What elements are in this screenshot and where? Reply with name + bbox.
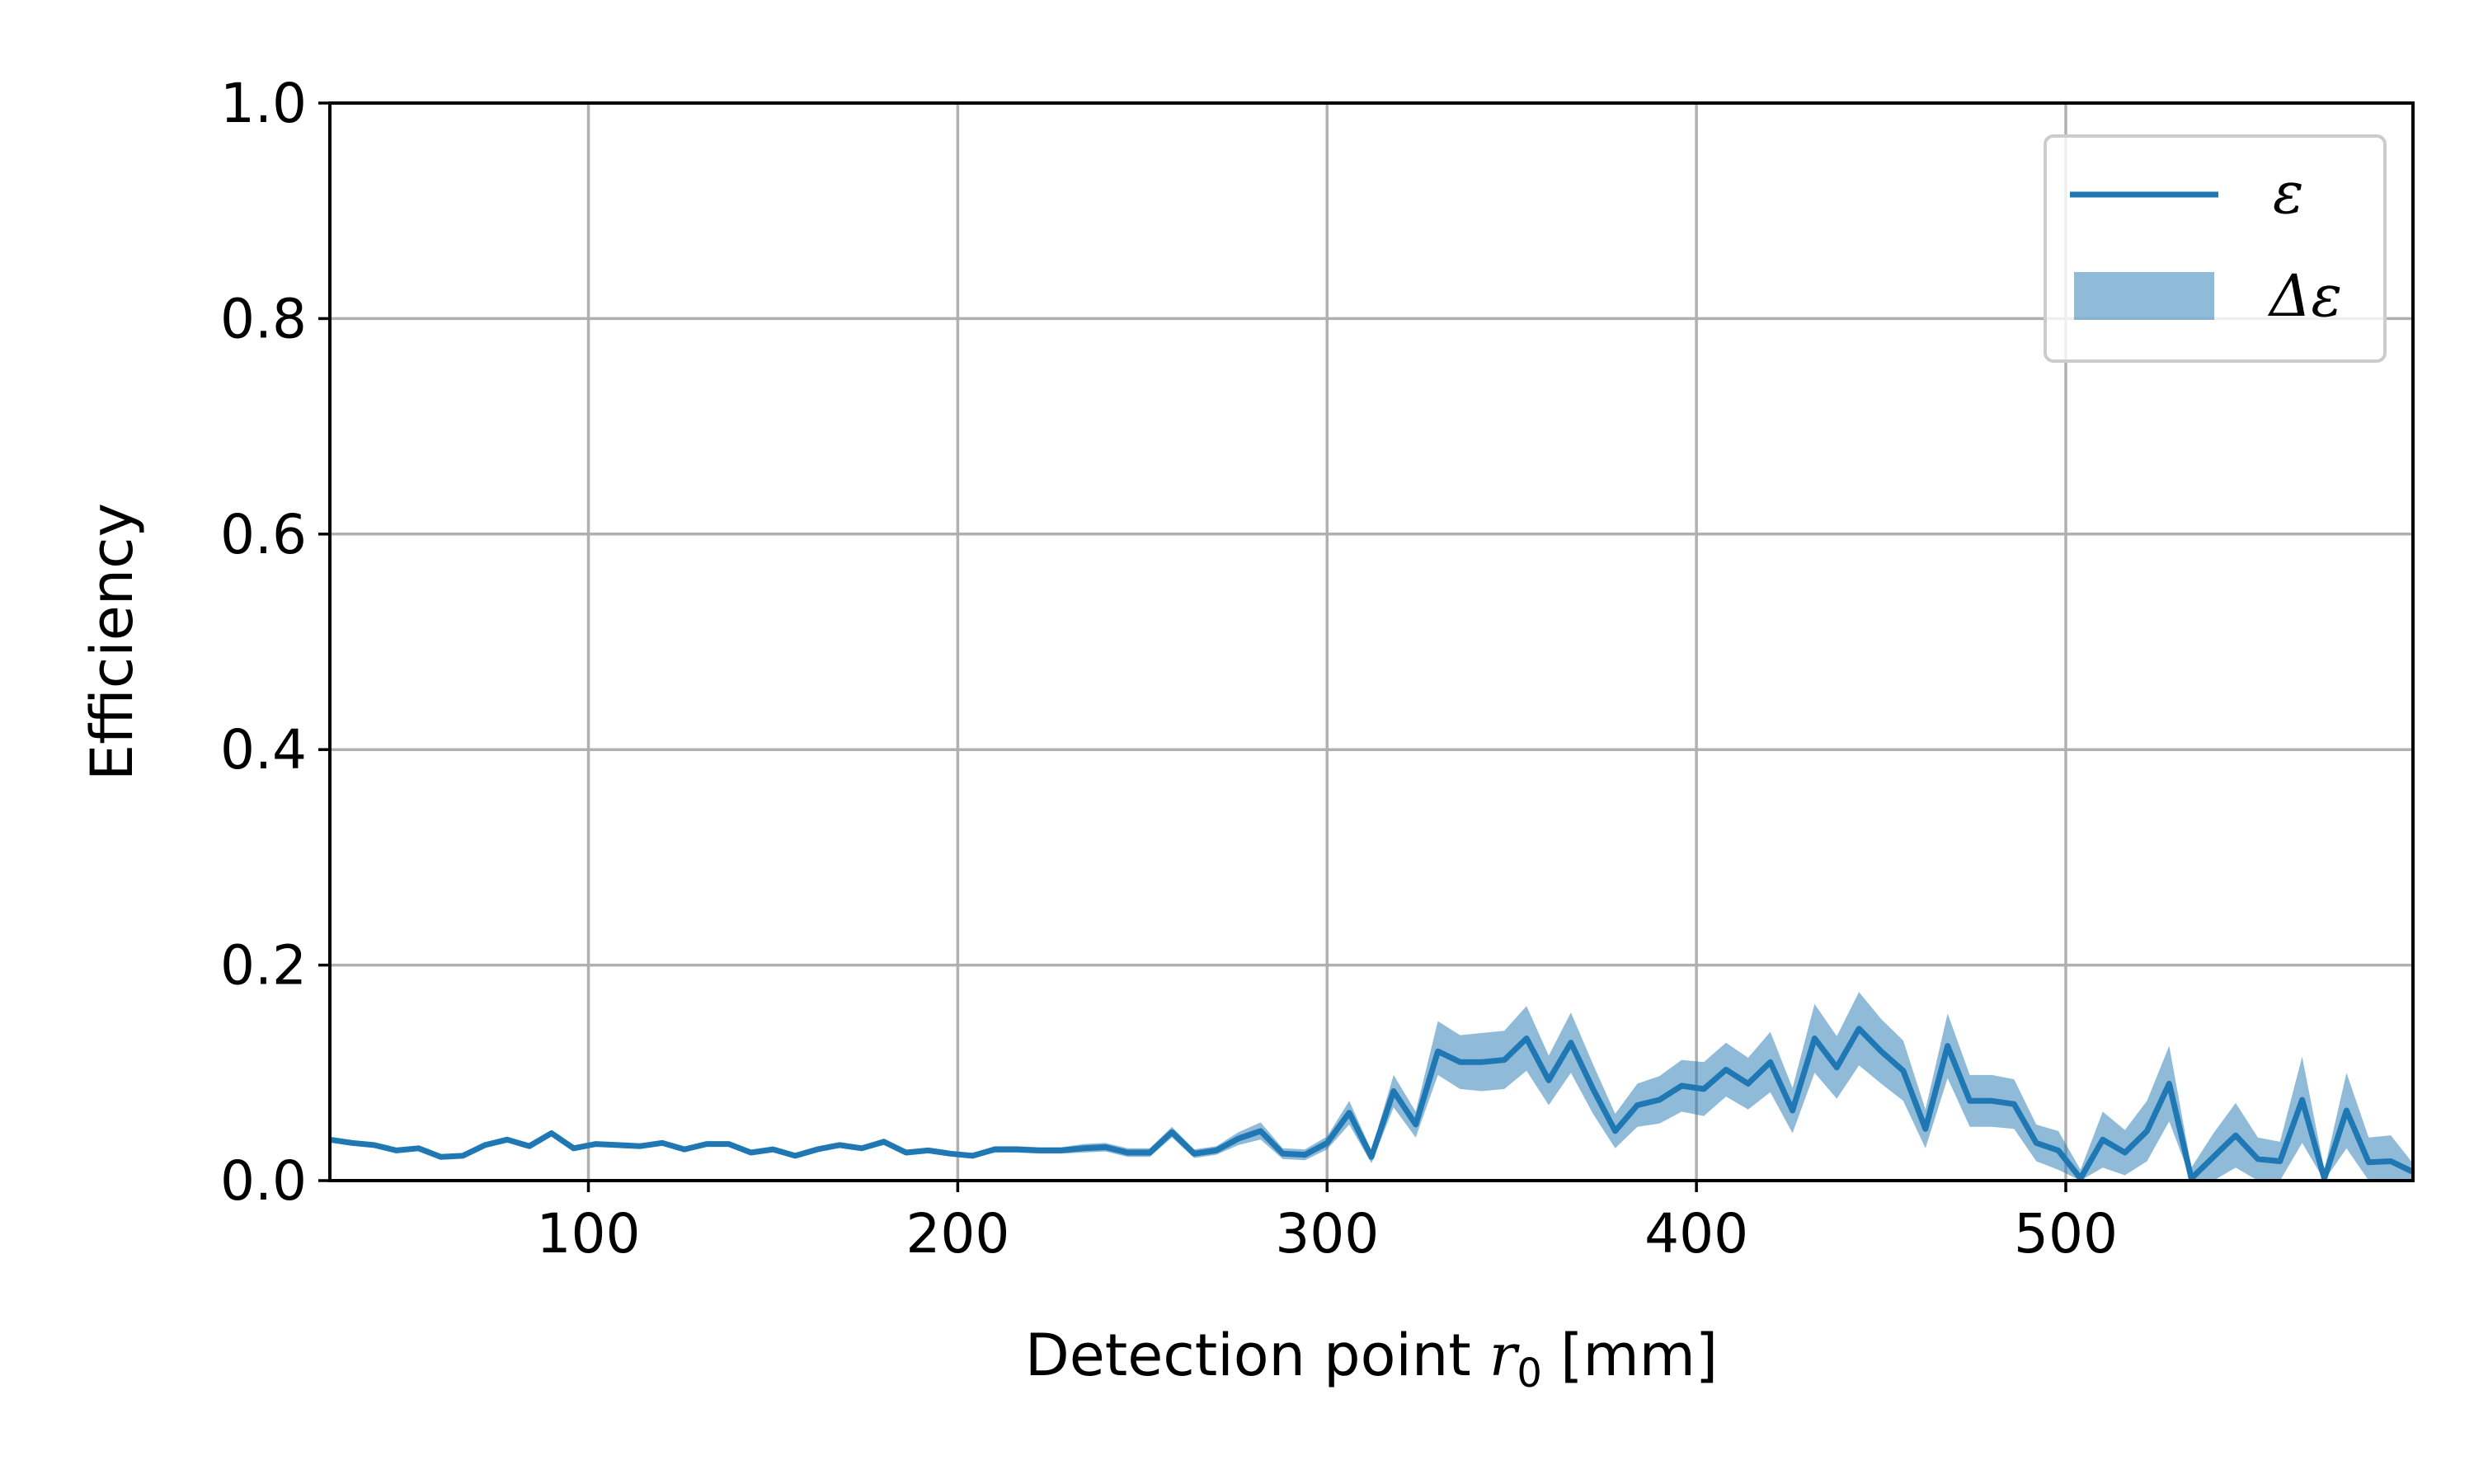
y-tick-label: 0.2 <box>220 934 307 998</box>
ticks: 100 200 300 400 500 0.0 0.2 0.4 0.6 0.8 1.0 <box>220 72 2118 1266</box>
legend: ε Δε <box>2044 134 2387 363</box>
legend-label-uncertainty: Δε <box>2267 262 2342 330</box>
axes-frame <box>328 101 2415 1182</box>
y-axis-label: Efficiency <box>78 503 146 781</box>
x-axis-label: Detection point r0 [mm] <box>1025 1322 1718 1397</box>
x-tick-label: 100 <box>537 1202 641 1266</box>
plot-area <box>330 992 2413 1181</box>
legend-band-swatch <box>2074 272 2214 320</box>
efficiency-uncertainty-band <box>330 992 2413 1181</box>
x-tick-label: 300 <box>1275 1202 1379 1266</box>
y-tick-label: 0.0 <box>220 1149 307 1213</box>
efficiency-line <box>330 1026 2413 1181</box>
x-tick-label: 500 <box>2014 1202 2118 1266</box>
legend-label-efficiency: ε <box>2273 159 2304 227</box>
y-tick-label: 0.8 <box>220 287 307 350</box>
y-tick-label: 0.6 <box>220 503 307 566</box>
y-tick-label: 1.0 <box>220 72 307 135</box>
x-tick-label: 400 <box>1644 1202 1748 1266</box>
x-tick-label: 200 <box>905 1202 1009 1266</box>
y-tick-label: 0.4 <box>220 718 307 782</box>
